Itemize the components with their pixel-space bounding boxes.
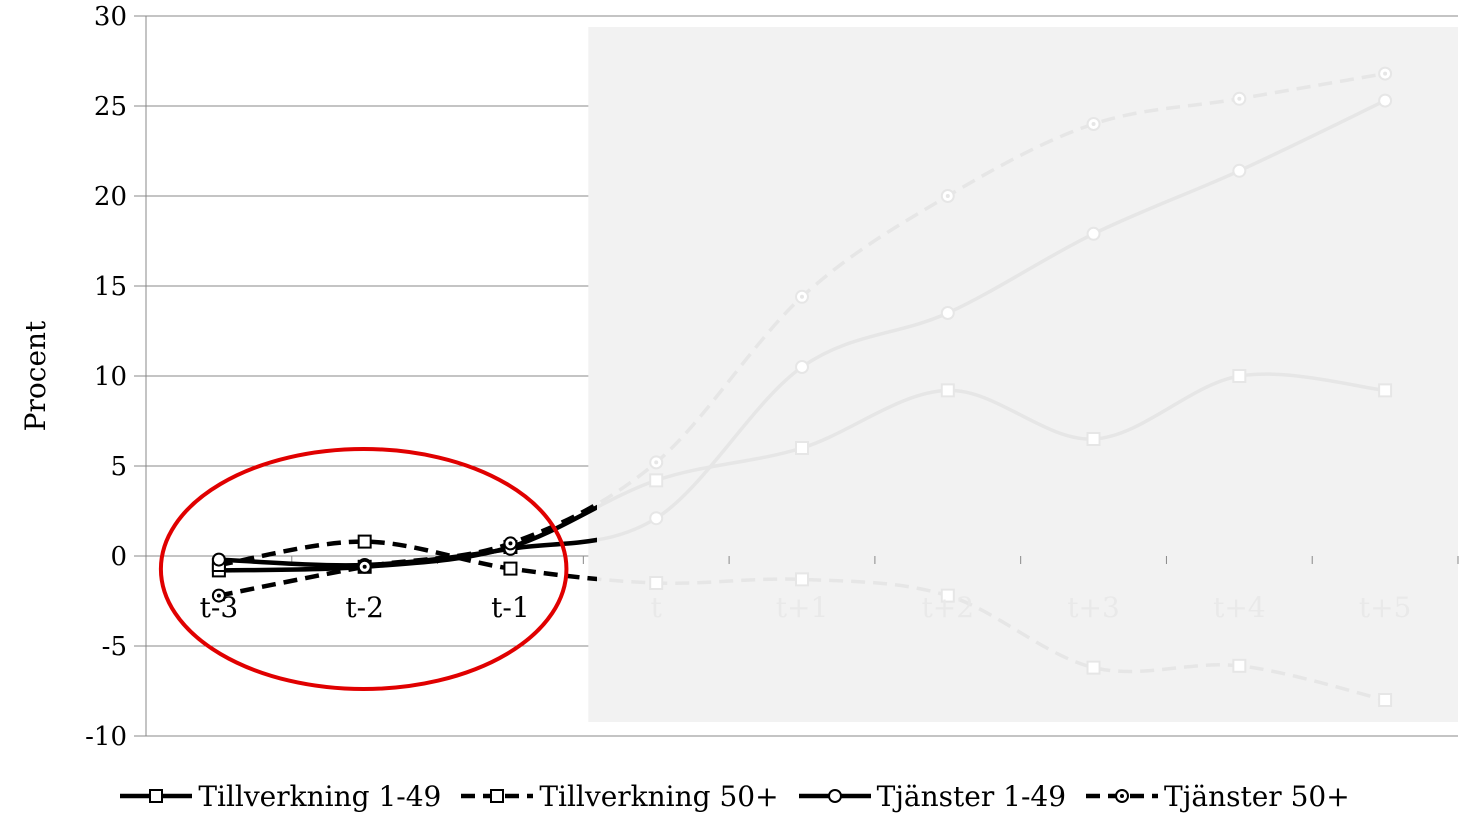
point-square	[1232, 658, 1247, 673]
point-dot	[216, 593, 221, 598]
series-faded-layer	[597, 66, 1393, 707]
legend-label: Tillverkning 1-49	[198, 779, 442, 813]
legend-item: Tjänster 1-49	[797, 780, 1066, 813]
point-circle	[1086, 226, 1101, 241]
legend-item: Tillverkning 50+	[459, 779, 779, 813]
line-chart: 30 25 20 15 10 5 0 -5 -10 t-3 t-2 t-1 t t+1 t+2 t+3 t+4…	[19, 2, 1459, 752]
point-square	[1378, 383, 1393, 398]
point-circle	[1378, 93, 1393, 108]
point-circle	[1232, 163, 1247, 178]
point-dot	[800, 294, 804, 299]
point-dot	[1237, 96, 1242, 101]
point-square	[795, 441, 809, 455]
y-tick-label: -5	[102, 632, 127, 662]
point-square	[503, 561, 518, 576]
legend: Tillverkning 1-49 Tillverkning 50+ Tjänste…	[0, 774, 1468, 818]
x-tick-label: t+1	[776, 591, 829, 624]
point-dot	[654, 460, 659, 465]
point-circle	[211, 552, 226, 567]
point-dot	[362, 564, 367, 569]
legend-label: Tillverkning 50+	[539, 779, 779, 813]
series-dark-layer	[211, 501, 597, 603]
legend-swatch	[120, 789, 193, 803]
point-square	[1086, 660, 1101, 675]
point-dot	[945, 194, 950, 198]
point-dot	[1383, 71, 1388, 76]
point-dot	[508, 541, 513, 546]
legend-swatch	[1086, 789, 1159, 803]
point-square	[649, 576, 664, 590]
highlight-ellipse	[158, 447, 569, 691]
point-circle	[940, 306, 955, 320]
legend-item: Tillverkning 1-49	[118, 780, 441, 813]
y-tick-label: 30	[94, 2, 127, 32]
point-square	[1232, 369, 1247, 383]
y-tick-label: 5	[110, 452, 127, 482]
point-circle	[649, 511, 664, 526]
x-tick-label: t+4	[1213, 591, 1266, 624]
point-circle	[795, 360, 809, 374]
series-line-1-faded	[597, 577, 1386, 702]
point-square	[940, 588, 955, 603]
y-tick-label: 25	[94, 92, 127, 122]
point-square	[357, 534, 372, 549]
x-tick-label: t	[651, 591, 663, 624]
x-tick-label: t+2	[922, 591, 975, 624]
point-square	[1086, 432, 1101, 446]
y-tick-label: 10	[94, 362, 127, 392]
x-tick-label: t-2	[345, 591, 384, 624]
point-square	[795, 572, 809, 587]
y-axis-label: Procent	[19, 320, 52, 431]
point-dot	[1091, 122, 1096, 126]
legend-item: Tjänster 50+	[1084, 780, 1350, 813]
point-square	[940, 383, 955, 398]
x-tick-labels: t-3 t-2 t-1 t t+1 t+2 t+3 t+4 t+5	[200, 591, 1412, 624]
shaded-forecast-region	[588, 27, 1458, 722]
point-square	[649, 473, 664, 488]
point-square	[1378, 693, 1393, 707]
series-line-2-dark	[218, 537, 597, 568]
y-tick-label: -10	[85, 722, 127, 752]
y-tick-label: 20	[94, 182, 127, 212]
x-tick-label: t+5	[1359, 591, 1412, 624]
legend-swatch	[798, 789, 871, 803]
legend-label: Tjänster 1-49	[876, 779, 1067, 813]
y-tick-label: 0	[110, 542, 127, 572]
series-line-3-dark	[218, 501, 597, 598]
x-tick-label: t+3	[1067, 591, 1120, 624]
legend-swatch	[461, 789, 534, 803]
legend-label: Tjänster 50+	[1164, 779, 1350, 813]
x-tick-label: t-3	[200, 591, 239, 624]
y-tick-label: 15	[94, 272, 127, 302]
axes: 30 25 20 15 10 5 0 -5 -10	[85, 2, 1459, 752]
x-tick-label: t-1	[491, 591, 530, 624]
